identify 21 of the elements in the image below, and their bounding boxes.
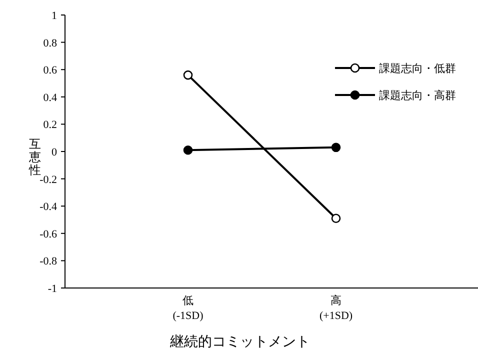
- y-tick-label: 0: [52, 146, 58, 158]
- x-tick-label: 低 (-1SD): [172, 295, 204, 322]
- point: [331, 142, 341, 152]
- y-tick-label: 0.4: [43, 92, 58, 104]
- y-axis-title: 互恵性: [28, 137, 41, 177]
- y-tick-label: -0.8: [40, 256, 58, 268]
- y-tick-label: 0.8: [43, 37, 58, 50]
- y-tick-label: -0.4: [40, 201, 58, 214]
- y-tick-label: -0.2: [40, 174, 57, 186]
- x-tick-label: 高 (+1SD): [319, 294, 353, 322]
- y-tick-label: -0.6: [40, 228, 58, 240]
- y-tick-label: 0.6: [43, 64, 58, 77]
- y-tick-label: 1: [52, 10, 57, 22]
- y-tick-label: -1: [48, 283, 57, 295]
- x-axis-title: 継続的コミットメント: [169, 334, 310, 350]
- point: [331, 214, 341, 224]
- legend-label: 課題志向・高群: [379, 89, 456, 102]
- y-tick-label: 0.2: [43, 119, 57, 132]
- point: [183, 145, 193, 155]
- point: [183, 70, 193, 80]
- legend-label: 課題志向・低群: [379, 62, 456, 75]
